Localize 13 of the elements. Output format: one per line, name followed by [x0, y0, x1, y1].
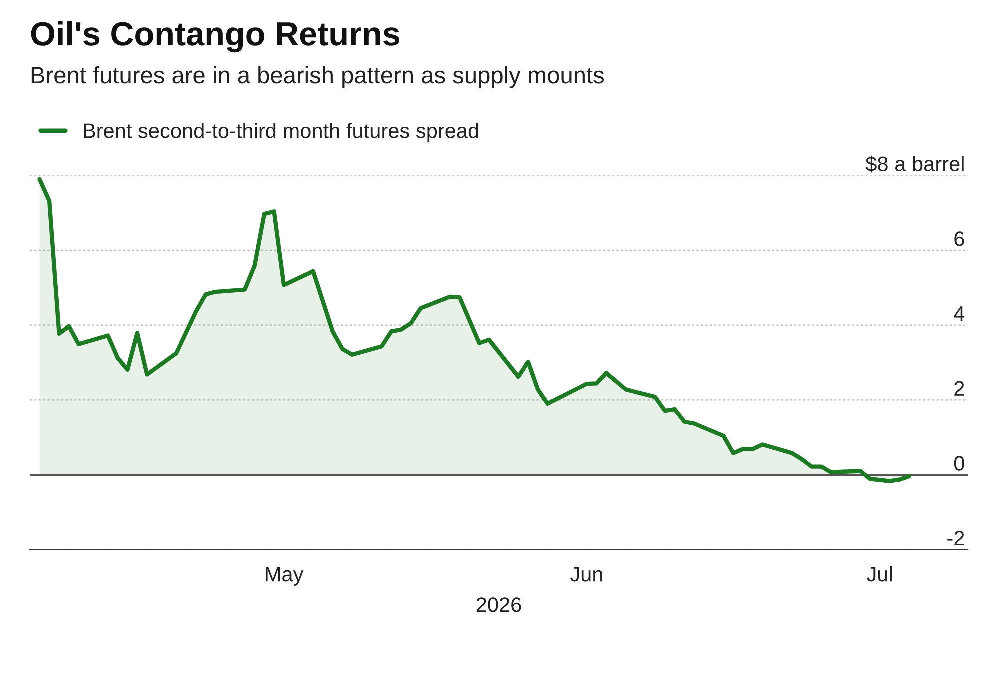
y-tick-label: 2: [954, 381, 964, 396]
chart-title: Oil's Contango Returns: [31, 21, 400, 53]
x-axis-title: 2026: [476, 598, 522, 612]
y-tick-label: 4: [954, 306, 965, 322]
legend-label: Brent second-to-third month futures spread: [84, 123, 478, 142]
chart-subtitle: Brent futures are in a bearish pattern as supply mounts: [32, 66, 604, 88]
x-tick-label: May: [266, 567, 304, 586]
y-tick-label: 6: [954, 232, 964, 246]
x-tick-label: Jul: [867, 566, 892, 582]
y-tick-label: $8 a barrel: [866, 156, 964, 173]
y-tick-label: -2: [948, 530, 964, 546]
x-tick-label: Jun: [570, 567, 602, 582]
y-tick-label: 0: [954, 456, 964, 471]
